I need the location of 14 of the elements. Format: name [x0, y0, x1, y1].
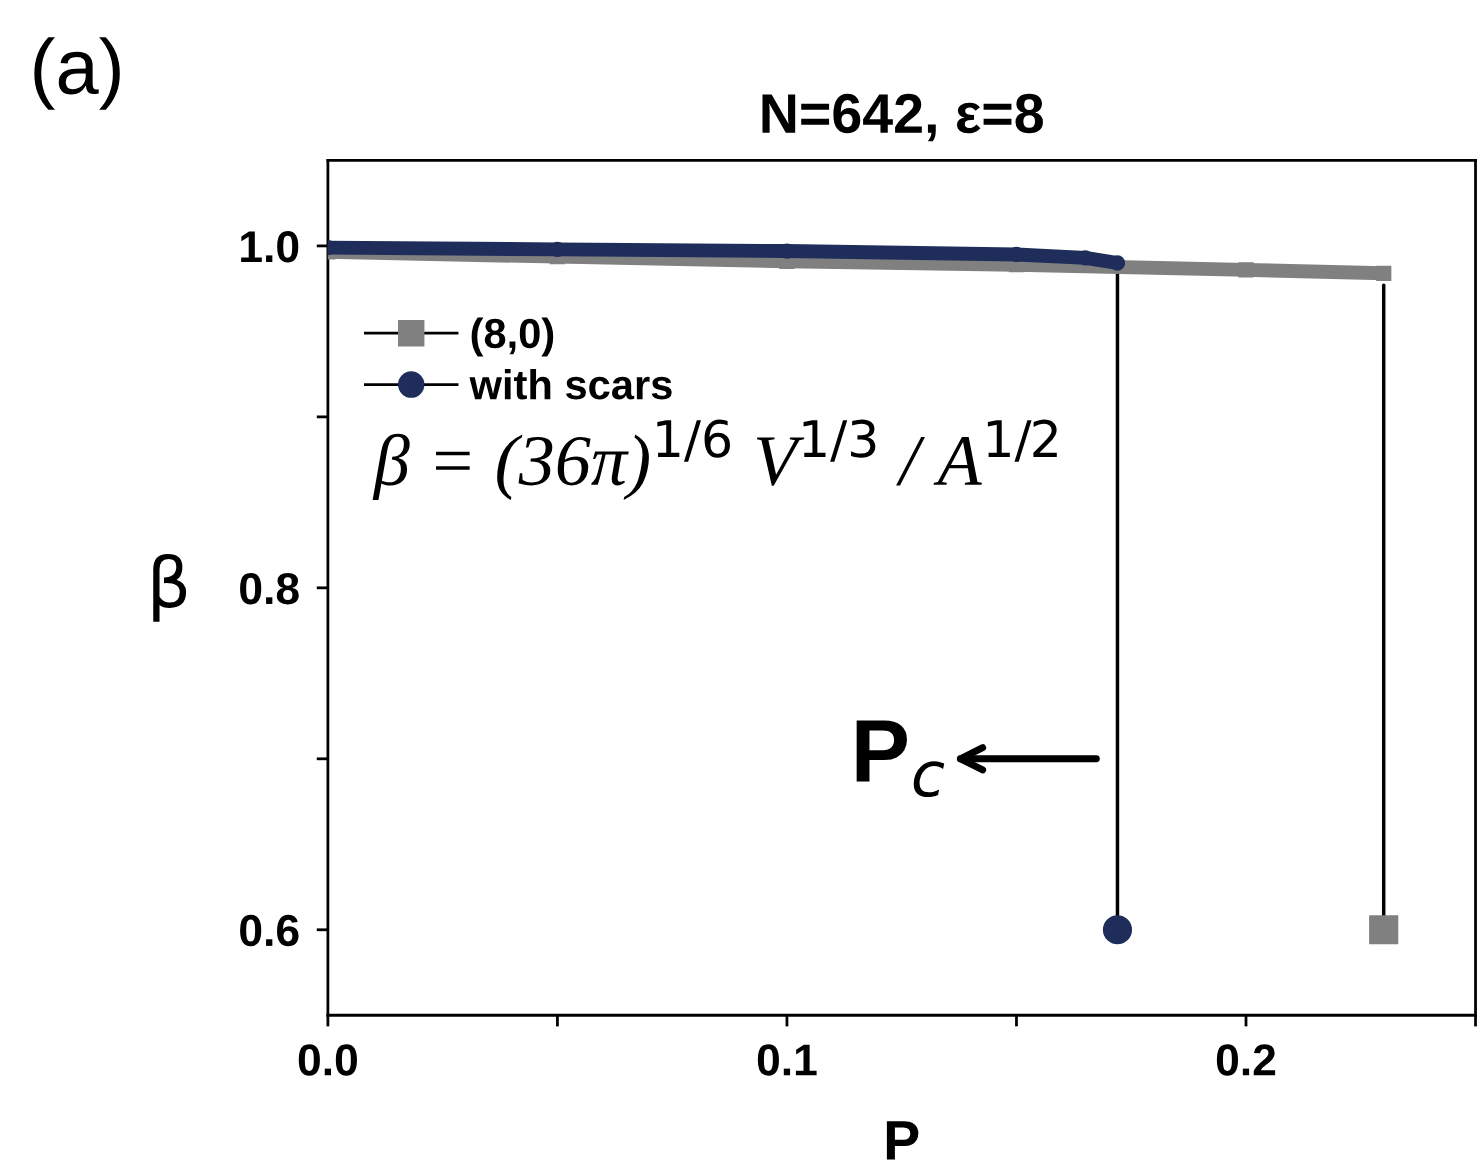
x-tick-label: 0.2: [1216, 1044, 1276, 1076]
x-tick-label: 0.0: [298, 1044, 357, 1076]
y-tick-label: 1.0: [241, 230, 299, 263]
text: (a): [34, 37, 120, 110]
y-axis-title: β: [153, 554, 187, 622]
y-tick-label: 0.8: [240, 572, 299, 605]
x-tick-label: 0.1: [757, 1044, 817, 1076]
annotation: P$_{c}$: [856, 720, 945, 798]
legend-label: (8,0): [471, 317, 554, 357]
chart-title: N=642, ε=8: [762, 93, 1043, 142]
annotation: β = (36π)$^{1/6}$ V$^{1/3}$ / A$^{1/2}$: [372, 419, 1057, 501]
x-axis-title: P: [886, 1121, 919, 1160]
legend-label: with scars: [469, 368, 672, 400]
y-tick-label: 0.6: [240, 914, 299, 947]
